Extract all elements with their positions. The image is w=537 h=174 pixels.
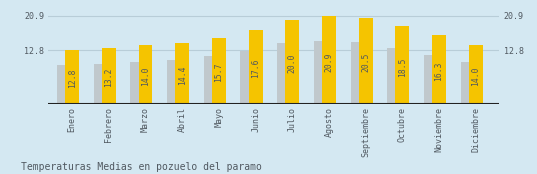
Bar — [167, 60, 181, 104]
Text: Temperaturas Medias en pozuelo del paramo: Temperaturas Medias en pozuelo del param… — [21, 162, 263, 172]
Bar — [65, 50, 79, 104]
Bar — [175, 43, 189, 104]
Text: 20.0: 20.0 — [288, 54, 297, 73]
Bar — [277, 43, 291, 104]
Bar — [130, 62, 144, 104]
Bar — [139, 45, 153, 104]
Bar — [212, 38, 226, 104]
Text: 13.2: 13.2 — [104, 68, 113, 87]
Text: 18.5: 18.5 — [398, 57, 407, 77]
Text: 17.6: 17.6 — [251, 59, 260, 78]
Bar — [57, 65, 71, 104]
Bar — [432, 35, 446, 104]
Bar — [249, 30, 263, 104]
Bar — [359, 18, 373, 104]
Bar — [469, 45, 483, 104]
Bar — [461, 62, 475, 104]
Bar — [351, 42, 365, 104]
Text: 14.0: 14.0 — [141, 66, 150, 86]
Bar — [387, 48, 401, 104]
Text: 20.5: 20.5 — [361, 53, 370, 72]
Text: 15.7: 15.7 — [214, 63, 223, 82]
Bar — [322, 16, 336, 104]
Bar — [314, 41, 328, 104]
Text: 20.9: 20.9 — [324, 52, 333, 72]
Text: 14.0: 14.0 — [471, 66, 480, 86]
Bar — [94, 64, 108, 104]
Text: 14.4: 14.4 — [178, 65, 187, 85]
Bar — [102, 48, 116, 104]
Text: 16.3: 16.3 — [434, 61, 444, 81]
Bar — [204, 57, 218, 104]
Bar — [395, 26, 409, 104]
Bar — [285, 20, 299, 104]
Bar — [241, 51, 255, 104]
Text: 12.8: 12.8 — [68, 69, 77, 88]
Bar — [424, 55, 438, 104]
